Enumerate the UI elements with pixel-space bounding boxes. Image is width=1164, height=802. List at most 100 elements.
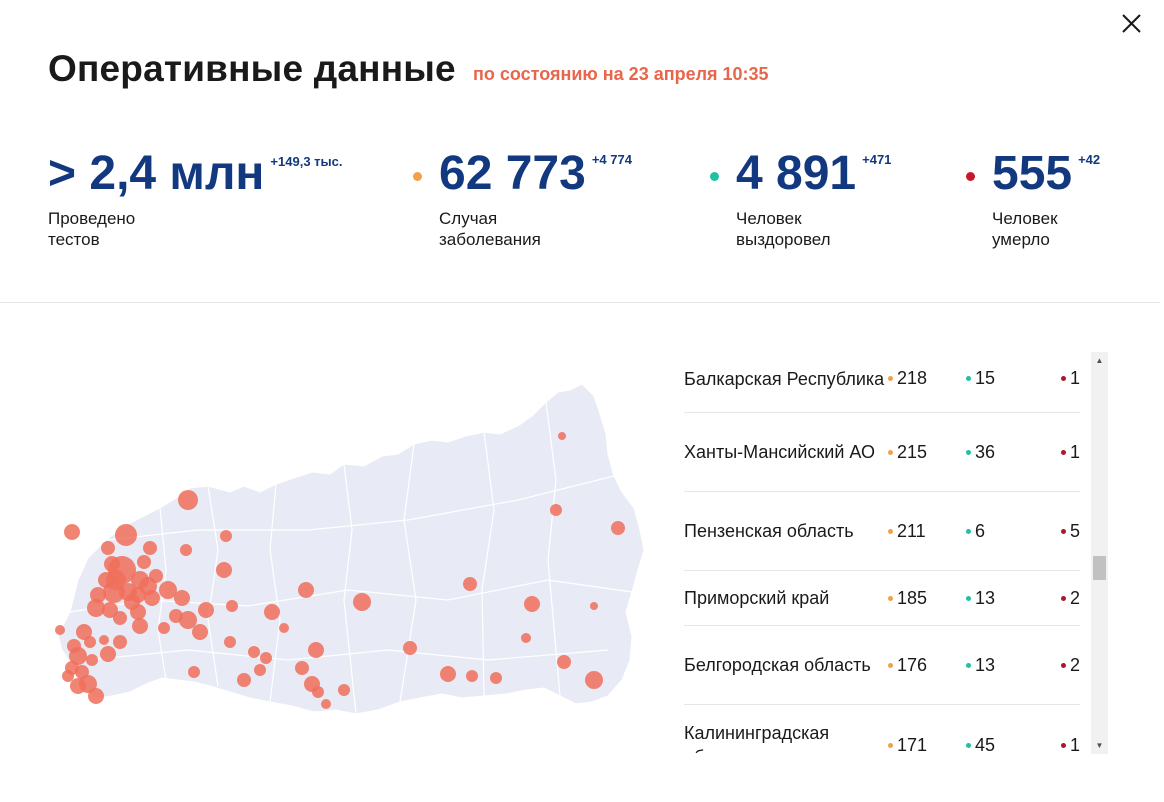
deaths-dot-icon [966, 172, 975, 181]
map-bubble [590, 602, 598, 610]
table-row: Приморский край 185 13 2 [684, 571, 1080, 626]
deaths-dot-icon [1060, 595, 1066, 601]
map-bubble [64, 524, 80, 540]
recovered-value: 36 [975, 441, 996, 462]
map-region-border [269, 483, 281, 703]
recovered-dot-icon [966, 376, 971, 381]
cases-dot-icon [888, 528, 893, 534]
cases-dot-icon [888, 662, 893, 668]
deaths-dot-icon [1060, 376, 1066, 381]
table-row: Пензенская область 211 6 5 [684, 492, 1080, 571]
recovered-dot-icon [966, 449, 971, 455]
stat-delta: +4 774 [591, 152, 632, 167]
region-name: Белгородская область [684, 655, 871, 675]
scroll-up-arrow-icon[interactable]: ▲ [1095, 356, 1104, 365]
stat-cases: 62 773 +4 774 Случая заболевания [413, 146, 632, 250]
cases-cell: 218 [888, 368, 966, 389]
map-bubble [174, 590, 190, 606]
recovered-cell: 36 [966, 442, 1056, 463]
map-bubble [463, 577, 477, 591]
deaths-dot-icon [1060, 743, 1066, 748]
cases-value: 185 [897, 587, 928, 608]
recovered-cell: 45 [966, 735, 1056, 753]
map-bubble [158, 622, 170, 634]
map-region-border [157, 507, 167, 681]
table-row: Белгородская область 176 13 2 [684, 626, 1080, 705]
map-bubble [143, 541, 157, 555]
map-bubble [585, 671, 603, 689]
stat-label: Проведено тестов [48, 209, 136, 249]
stat-delta: +149,3 тыс. [270, 154, 343, 169]
regions-table[interactable]: Балкарская Республика 218 15 1 Ханты-Ман… [684, 345, 1080, 753]
recovered-dot-icon [710, 172, 719, 181]
recovered-cell: 15 [966, 368, 1056, 389]
map-bubble [76, 624, 92, 640]
map-region-borders [69, 401, 633, 715]
cases-dot-icon [888, 743, 893, 748]
map-bubble [550, 504, 562, 516]
map-bubble [611, 521, 625, 535]
map-bubble [100, 646, 116, 662]
stat-delta: +471 [862, 152, 892, 167]
close-button[interactable] [1116, 8, 1148, 40]
map-bubble [88, 688, 104, 704]
stat-value: > 2,4 млн [48, 147, 265, 200]
map-bubble [104, 556, 120, 572]
recovered-dot-icon [966, 528, 971, 534]
deaths-value: 1 [1069, 735, 1080, 753]
deaths-dot-icon [1060, 528, 1066, 534]
cases-dot-icon [413, 172, 422, 181]
map-bubble [179, 611, 197, 629]
map-bubble [237, 673, 251, 687]
scroll-down-arrow-icon[interactable]: ▼ [1095, 741, 1104, 750]
cases-value: 211 [897, 520, 926, 541]
map-region-border [343, 463, 357, 715]
map-region-border [107, 475, 615, 541]
map-bubble [466, 670, 478, 682]
region-name: Балкарская Республика [684, 368, 885, 389]
map-bubble [159, 581, 177, 599]
map-bubble [106, 570, 126, 590]
recovered-cell: 13 [966, 655, 1056, 676]
map-bubble [298, 582, 314, 598]
deaths-cell: 2 [1056, 588, 1080, 609]
map-bubble [224, 636, 236, 648]
deaths-value: 1 [1069, 368, 1080, 388]
deaths-value: 1 [1069, 441, 1080, 462]
table-row: Калининградская область 171 45 1 [684, 705, 1080, 753]
map-bubble [149, 569, 163, 583]
stat-recovered: 4 891 +471 Человек выздоровел [710, 146, 892, 250]
map-bubble [490, 672, 502, 684]
map-region-border [481, 431, 495, 697]
recovered-value: 13 [975, 654, 996, 675]
cases-value: 176 [897, 654, 928, 675]
map-bubble [62, 670, 74, 682]
table-row: Балкарская Республика 218 15 1 [684, 345, 1080, 413]
map-bubble [312, 686, 324, 698]
map-bubble [113, 611, 127, 625]
map-bubbles [55, 432, 625, 709]
page-title: Оперативные данные [48, 48, 456, 89]
map-bubble [70, 678, 86, 694]
stat-label: Человек умерло [992, 209, 1058, 249]
map-bubble [101, 541, 115, 555]
cases-dot-icon [888, 376, 893, 381]
map-bubble [260, 652, 272, 664]
map-bubble [338, 684, 350, 696]
region-name: Пензенская область [684, 521, 854, 541]
stat-value: 555 [992, 147, 1073, 200]
russia-map [55, 383, 645, 715]
map-bubble [90, 587, 106, 603]
region-name: Калининградская область [684, 723, 830, 753]
recovered-cell: 13 [966, 588, 1056, 609]
map-bubble [132, 618, 148, 634]
scroll-thumb[interactable] [1093, 556, 1106, 580]
recovered-value: 6 [975, 520, 986, 541]
map-bubble [130, 604, 146, 620]
deaths-cell: 1 [1056, 368, 1080, 389]
map-bubble [216, 562, 232, 578]
map-bubble [353, 593, 371, 611]
map-bubble [264, 604, 280, 620]
table-scrollbar[interactable]: ▲ ▼ [1091, 352, 1108, 754]
map-bubble [144, 590, 160, 606]
